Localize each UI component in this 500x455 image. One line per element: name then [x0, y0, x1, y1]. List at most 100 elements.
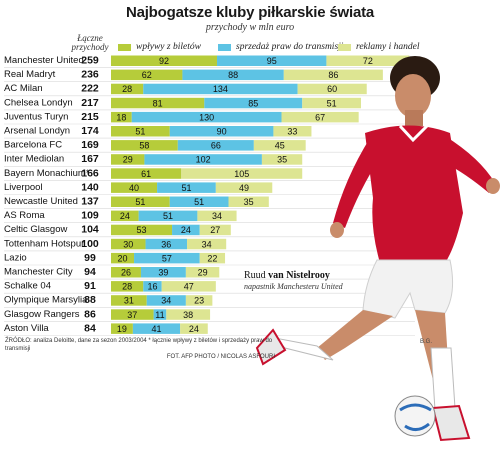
segment-value-label: 27 [210, 225, 220, 235]
bar-segment [143, 83, 298, 95]
segment-value-label: 29 [198, 268, 208, 278]
bar-segment [111, 238, 146, 250]
bar-segment [111, 224, 173, 236]
segment-value-label: 88 [228, 70, 238, 80]
bar-segment [138, 210, 198, 222]
club-label: Aston Villa [4, 323, 49, 334]
club-label: AC Milan [4, 83, 43, 94]
total-label: 109 [81, 210, 99, 222]
legend-swatch-tv [218, 43, 231, 51]
segment-value-label: 51 [163, 211, 173, 221]
segment-value-label: 57 [162, 253, 172, 263]
club-label: Liverpool [4, 182, 43, 193]
segment-value-label: 72 [363, 56, 373, 66]
bar-segment [140, 267, 186, 278]
bar-segment [111, 69, 183, 81]
bar-segment [111, 267, 141, 278]
legend-label-tv: sprzedaż praw do transmisji [236, 42, 344, 52]
segment-value-label: 29 [123, 155, 133, 165]
bar-segment [199, 224, 231, 236]
legend-item-tv: sprzedaż praw do transmisji [218, 42, 343, 52]
segment-value-label: 86 [328, 70, 338, 80]
bar-segment [172, 224, 200, 236]
club-label: Barcelona FC [4, 140, 62, 151]
bar-segment [111, 154, 145, 165]
segment-value-label: 24 [120, 211, 130, 221]
bar-segment [144, 154, 262, 165]
segment-value-label: 18 [116, 112, 126, 122]
bar-segment [182, 69, 284, 81]
club-label: Olympique Marsylia [4, 295, 88, 306]
chart-subtitle: przychody w mln euro [205, 22, 295, 33]
bar-segment [185, 295, 213, 306]
segment-value-label: 61 [141, 169, 151, 179]
club-label: Chelsea Londyn [4, 97, 73, 108]
bar-segment [281, 111, 359, 123]
club-label: Juventus Turyn [4, 111, 68, 122]
club-label: Bayern Monachium* [4, 168, 90, 179]
bar-segment [283, 69, 383, 81]
segment-value-label: 26 [121, 268, 131, 278]
bar-segment [111, 126, 170, 137]
segment-value-label: 85 [248, 98, 258, 108]
segment-value-label: 28 [122, 84, 132, 94]
segment-value-label: 51 [135, 197, 145, 207]
segment-value-label: 34 [202, 239, 212, 249]
segment-value-label: 102 [196, 155, 211, 165]
bar-segment [302, 97, 361, 109]
bar-segment [111, 55, 217, 66]
segment-value-label: 34 [212, 211, 222, 221]
bar-segment [134, 252, 200, 264]
segment-value-label: 20 [118, 253, 128, 263]
segment-value-label: 62 [142, 70, 152, 80]
segment-value-label: 51 [181, 183, 191, 193]
total-label: 88 [84, 294, 96, 306]
graphic-credit: B.G. [420, 339, 433, 345]
segment-value-label: 33 [287, 127, 297, 137]
club-label: Inter Mediolan [4, 154, 64, 165]
segment-value-label: 28 [122, 282, 132, 292]
segment-value-label: 36 [161, 239, 171, 249]
club-label: Lazio [4, 252, 27, 263]
segment-value-label: 67 [315, 112, 325, 122]
chart-title: Najbogatsze kluby piłkarskie świata [125, 4, 375, 21]
total-label: 104 [81, 224, 99, 236]
segment-value-label: 34 [161, 296, 171, 306]
segment-value-label: 40 [129, 183, 139, 193]
total-label: 166 [81, 167, 99, 179]
club-label: Manchester United [4, 55, 84, 66]
bar-segment [297, 83, 367, 95]
segment-value-label: 22 [207, 253, 217, 263]
bar-segment [197, 210, 237, 222]
segment-value-label: 60 [327, 84, 337, 94]
bar-segment [111, 182, 158, 193]
total-label: 215 [81, 111, 99, 123]
photo-caption: Ruud van Nistelrooy napastnik Manchester… [244, 270, 343, 291]
bar-segment [153, 309, 167, 320]
total-label: 137 [81, 196, 99, 208]
segment-value-label: 53 [137, 225, 147, 235]
segment-value-label: 92 [159, 56, 169, 66]
segment-value-label: 31 [124, 296, 134, 306]
segment-value-label: 41 [151, 324, 161, 334]
total-label: 100 [81, 238, 99, 250]
total-label: 217 [81, 97, 99, 109]
segment-value-label: 105 [234, 169, 249, 179]
club-label: Celtic Glasgow [4, 224, 67, 235]
source-text: ŹRÓDŁO: analiza Deloitte, dane za sezon … [5, 338, 273, 352]
club-label: Real Madryt [4, 69, 56, 80]
total-label: 94 [84, 266, 96, 278]
total-label: 91 [84, 280, 96, 292]
segment-value-label: 47 [184, 282, 194, 292]
bar-segment [253, 140, 306, 151]
club-label: AS Roma [4, 210, 45, 221]
segment-value-label: 24 [189, 324, 199, 334]
bar-segment [185, 267, 220, 278]
segment-value-label: 130 [199, 112, 214, 122]
total-label: 169 [81, 139, 99, 151]
segment-value-label: 16 [147, 282, 157, 292]
total-label: 99 [84, 252, 96, 264]
club-label: Schalke 04 [4, 281, 51, 292]
club-label: Glasgow Rangers [4, 309, 80, 320]
segment-value-label: 58 [139, 141, 149, 151]
